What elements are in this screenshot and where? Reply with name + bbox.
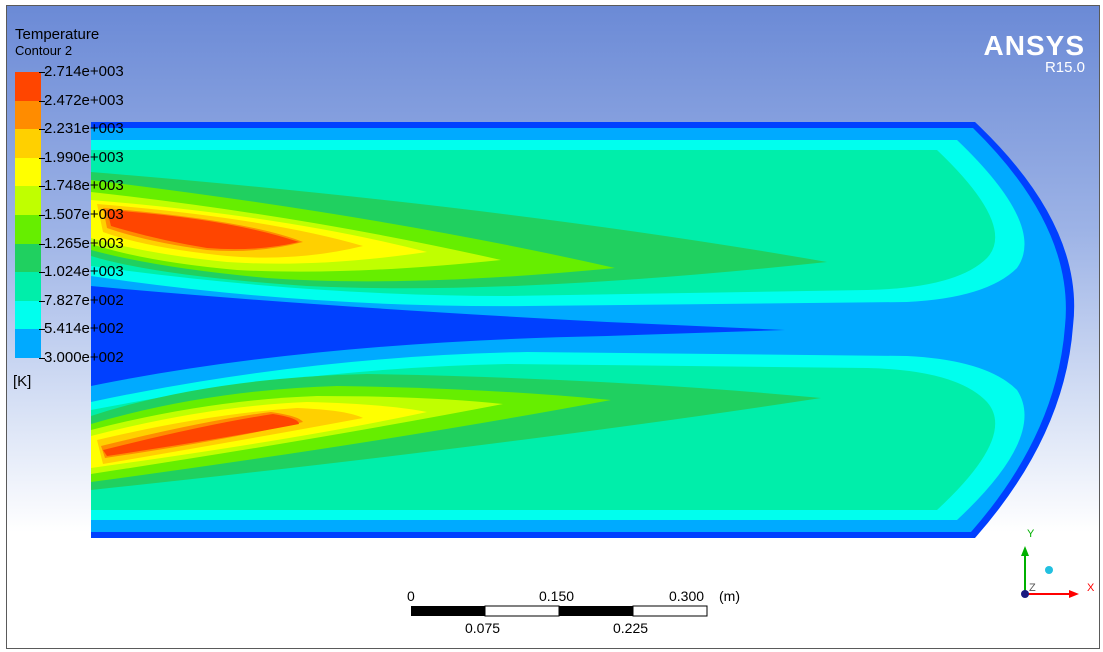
legend-unit: [K]: [13, 373, 32, 390]
legend-level-label: 2.231e+003: [44, 120, 124, 138]
upper-plume: [91, 140, 1025, 307]
legend-swatch: [15, 329, 41, 358]
axis-triad: [1021, 546, 1079, 598]
legend-tick: [39, 72, 45, 73]
legend-tick: [39, 100, 45, 102]
legend-level-label: 1.990e+003: [44, 148, 124, 166]
scale-seg-4: [632, 605, 708, 617]
legend-swatch: [15, 272, 41, 301]
scale-label-0225: 0.225: [613, 620, 649, 636]
scale-bar: [411, 605, 708, 617]
scale-label-0300: 0.300: [669, 588, 705, 604]
legend-tick: [39, 186, 45, 188]
y-axis-label: Y: [1027, 528, 1035, 540]
legend-swatch: [15, 214, 41, 244]
scale-seg-3: [559, 606, 633, 616]
legend-level-label: 5.414e+002: [44, 320, 124, 338]
view-sphere-icon: [1045, 566, 1053, 574]
scale-unit: (m): [719, 588, 740, 604]
legend-swatch: [15, 129, 41, 158]
legend-swatch: [15, 243, 41, 273]
legend-swatch: [15, 157, 41, 187]
z-axis-origin: [1021, 590, 1029, 598]
legend-swatch: [15, 186, 41, 215]
y-axis-arrowhead: [1021, 546, 1029, 556]
legend-tick: [39, 329, 45, 331]
scale-label-0150: 0.150: [539, 588, 575, 604]
lower-core-red: [103, 414, 299, 456]
legend-color-bar: [15, 72, 41, 358]
legend-level-label: 1.024e+003: [44, 263, 124, 281]
legend-tick: [39, 215, 45, 216]
legend-level-label: 1.507e+003: [44, 206, 124, 223]
legend-swatch: [15, 300, 41, 330]
legend-level-label: 2.472e+003: [44, 91, 124, 109]
legend-level-label: 1.748e+003: [44, 177, 124, 195]
legend-tick: [39, 358, 45, 359]
lower-plume: [91, 352, 1025, 520]
legend-swatch: [15, 100, 41, 130]
legend-tick: [39, 129, 45, 131]
scale-seg-2: [484, 605, 560, 617]
legend-level-label: 7.827e+002: [44, 291, 124, 309]
legend-title: Temperature: [15, 26, 100, 43]
legend-tick: [39, 157, 45, 159]
viewport[interactable]: Temperature Contour 2 2.714e+003 2.472e+0…: [6, 5, 1100, 649]
scale-seg-1: [411, 606, 485, 616]
legend-level-label: 2.714e+003: [44, 63, 124, 80]
legend-level-label: 3.000e+002: [44, 349, 124, 366]
temperature-contour-plot: [91, 122, 1079, 617]
scale-label-0: 0: [407, 588, 415, 604]
central-cold-jet: [91, 286, 785, 386]
legend-level-label: 1.265e+003: [44, 234, 124, 252]
legend-subtitle: Contour 2: [15, 43, 73, 58]
z-axis-label: Z: [1029, 582, 1036, 594]
legend-swatch: [15, 72, 41, 101]
ansys-logo: ANSYS R15.0: [984, 32, 1085, 76]
x-axis-arrowhead: [1069, 590, 1079, 598]
brand-name: ANSYS: [983, 30, 1085, 61]
legend-tick: [39, 300, 45, 302]
upper-core-red: [107, 210, 299, 250]
legend-tick: [39, 272, 45, 274]
scale-label-0075: 0.075: [465, 620, 501, 636]
x-axis-label: X: [1087, 582, 1095, 594]
legend-tick: [39, 243, 45, 245]
brand-version: R15.0: [1044, 59, 1085, 76]
